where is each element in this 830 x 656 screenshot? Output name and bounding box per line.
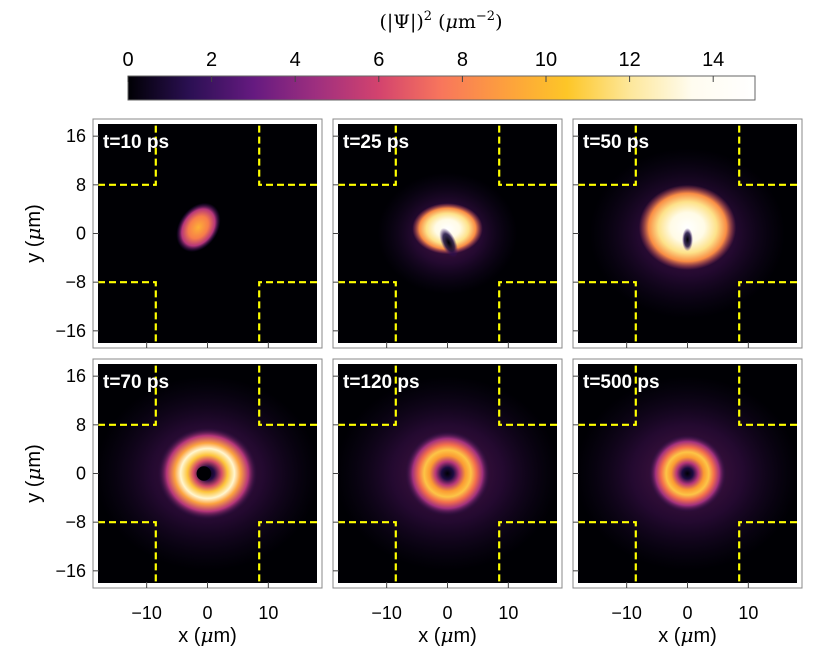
boundary-dashed-line	[738, 124, 797, 186]
panel-4: t=70 ps	[92, 358, 323, 589]
boundary-dashed-line	[98, 281, 157, 343]
colorbar-title-unit-power: −2	[476, 9, 495, 24]
boundary-dashed-line	[338, 281, 397, 343]
boundary-dashed-line	[258, 521, 317, 583]
boundary-dashed-line	[98, 521, 157, 583]
x-tick-label: −10	[131, 603, 162, 623]
panel-time-label: t=70 ps	[103, 372, 169, 393]
panels-grid: t=10 ps t=25 ps t=50 ps t=70 ps t=120 ps t=50…	[92, 118, 803, 589]
boundary-dashed-line	[258, 364, 317, 426]
y-tick-label: −8	[65, 272, 86, 292]
y-tick-label: 8	[76, 415, 86, 435]
x-axis-label: x (μm)	[418, 623, 477, 647]
panel-6: t=500 ps	[572, 358, 803, 589]
x-tick-label: −10	[371, 603, 402, 623]
vortex-core	[196, 466, 212, 481]
boundary-dashed-line	[258, 124, 317, 186]
colorbar-tick-label: 6	[373, 49, 384, 71]
y-axis-label: y (μm)	[21, 444, 45, 503]
density-blob	[412, 203, 483, 255]
panel-time-label: t=10 ps	[103, 132, 169, 153]
density-ring	[648, 434, 727, 513]
colorbar-tick-label: 14	[702, 49, 724, 71]
colorbar-title-unit-mu: μ	[446, 11, 458, 33]
x-tick-label: 10	[498, 603, 518, 623]
boundary-dashed-line	[498, 124, 557, 186]
panel-time-label: t=120 ps	[343, 372, 420, 393]
axes: −16 −8 0 8 16 y (μm) −10 0 10 −16 −8 0 8 16 x (μm) y (μ…	[21, 126, 758, 647]
x-tick-label: 0	[202, 603, 212, 623]
colorbar-tick-label: 8	[457, 49, 468, 71]
colorbar-tick-label: 4	[290, 49, 301, 71]
x-axis-label: x (μm)	[658, 623, 717, 647]
density-blob	[176, 202, 221, 253]
colorbar-title-unit-m: m	[458, 11, 476, 33]
x-axis-label: x (μm)	[178, 623, 237, 647]
panel-time-label: t=25 ps	[343, 132, 409, 153]
boundary-dashed-line	[498, 364, 557, 426]
boundary-dashed-line	[98, 364, 157, 426]
colorbar-title-prefix: (|Ψ|)	[379, 11, 423, 33]
colorbar-title: (|Ψ|)2 (μm−2)	[379, 9, 502, 33]
boundary-dashed-line	[578, 364, 637, 426]
y-tick-label: 8	[76, 175, 86, 195]
panel-2: t=25 ps	[332, 118, 563, 349]
boundary-dashed-line	[578, 124, 637, 186]
boundary-dashed-line	[738, 281, 797, 343]
x-tick-label: 0	[682, 603, 692, 623]
colorbar-title-power: 2	[424, 9, 432, 24]
colorbar-tick-label: 0	[122, 49, 133, 71]
y-tick-label: −16	[55, 561, 86, 581]
panel-5: t=120 ps	[332, 358, 563, 589]
vortex-core	[439, 227, 459, 258]
density-blob	[638, 184, 737, 270]
colorbar-tick-label: 2	[206, 49, 217, 71]
boundary-dashed-line	[338, 124, 397, 186]
panel-3: t=50 ps	[572, 118, 803, 349]
density-ring	[404, 430, 491, 517]
boundary-dashed-line	[578, 521, 637, 583]
colorbar: 0 2 4 6 8 10 12 14	[122, 49, 756, 101]
boundary-dashed-line	[578, 281, 637, 343]
y-tick-label: 0	[76, 224, 86, 244]
boundary-dashed-line	[498, 281, 557, 343]
boundary-dashed-line	[738, 364, 797, 426]
vortex-core	[682, 228, 693, 252]
panel-time-label: t=500 ps	[583, 372, 660, 393]
boundary-dashed-line	[738, 521, 797, 583]
y-tick-label: 16	[66, 126, 86, 146]
panel-time-label: t=50 ps	[583, 132, 649, 153]
panel-1: t=10 ps	[92, 118, 323, 349]
x-tick-label: 10	[258, 603, 278, 623]
colorbar-tick-label: 12	[618, 49, 640, 71]
x-tick-label: 10	[738, 603, 758, 623]
y-tick-label: 0	[76, 464, 86, 484]
y-tick-label: 16	[66, 366, 86, 386]
y-axis-label: y (μm)	[21, 204, 45, 263]
y-tick-label: −16	[55, 321, 86, 341]
colorbar-tick-label: 10	[535, 49, 557, 71]
x-tick-label: 0	[442, 603, 452, 623]
boundary-dashed-line	[498, 521, 557, 583]
boundary-dashed-line	[98, 124, 157, 186]
boundary-dashed-line	[338, 521, 397, 583]
x-tick-label: −10	[611, 603, 642, 623]
y-tick-label: −8	[65, 512, 86, 532]
colorbar-gradient	[127, 75, 756, 101]
boundary-dashed-line	[338, 364, 397, 426]
boundary-dashed-line	[258, 281, 317, 343]
